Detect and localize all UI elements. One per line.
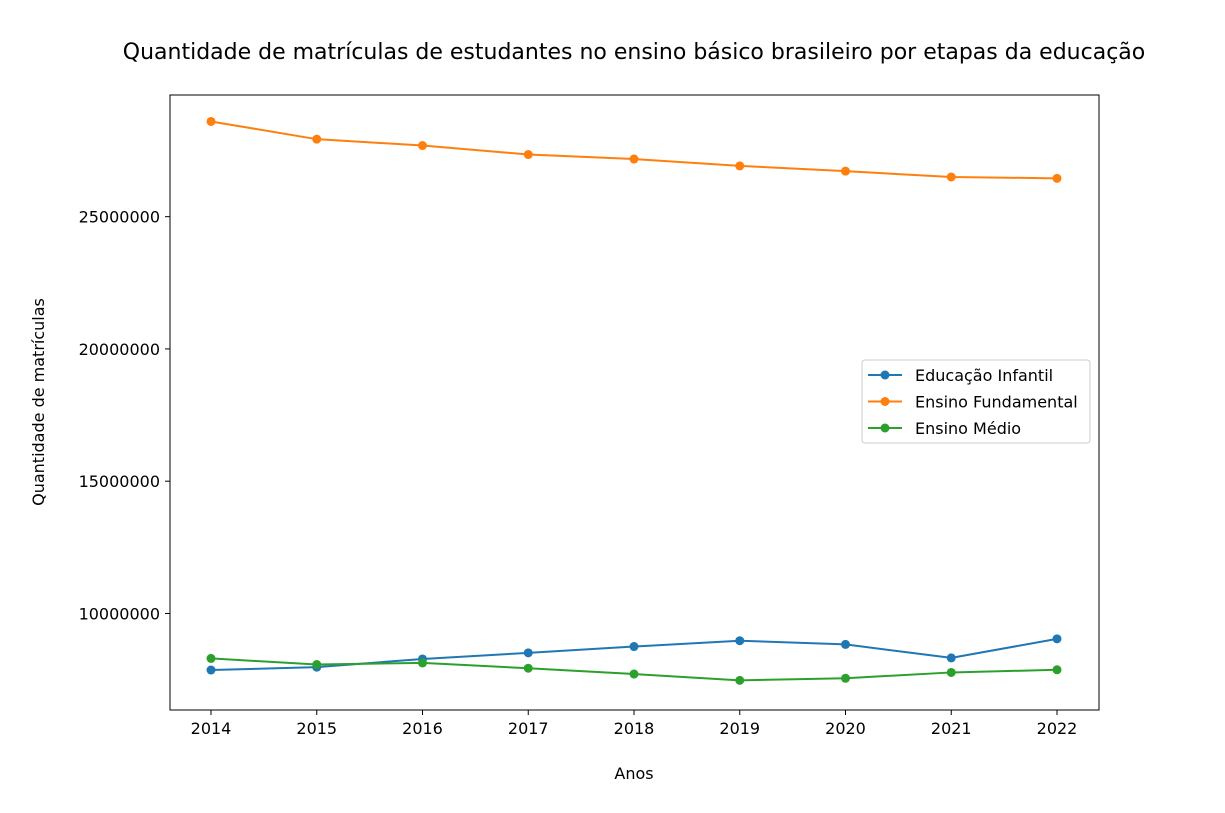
data-point [418, 141, 427, 151]
data-point [1052, 634, 1062, 644]
data-point [946, 653, 956, 663]
data-point [841, 639, 850, 649]
data-point [1052, 173, 1062, 183]
x-tick-label: 2014 [191, 719, 232, 738]
x-axis-label: Anos [614, 764, 653, 783]
legend-entry: Ensino Médio [868, 419, 1021, 438]
series-layer [206, 116, 1062, 685]
data-point [206, 116, 216, 126]
y-axis-ticks: 10000000 15000000 20000000 25000000 [79, 208, 170, 623]
data-point [841, 673, 850, 683]
data-point [946, 667, 956, 677]
y-tick-label: 25000000 [79, 208, 160, 227]
data-point [735, 161, 745, 171]
series-1 [206, 116, 1062, 183]
legend: Educação Infantil Ensino Fundamental Ensin… [861, 359, 1091, 444]
data-point [418, 658, 427, 668]
data-point [946, 172, 956, 182]
x-tick-label: 2017 [508, 719, 549, 738]
data-point [523, 648, 533, 658]
data-point [735, 675, 745, 685]
data-point [523, 150, 533, 160]
x-tick-label: 2016 [402, 719, 443, 738]
series-line [210, 120, 1058, 180]
series-0 [206, 634, 1062, 675]
legend-entry: Educação Infantil [868, 366, 1053, 385]
y-tick-label: 20000000 [79, 340, 160, 359]
legend-entry: Ensino Fundamental [868, 393, 1078, 412]
data-point [735, 636, 745, 646]
legend-box [861, 359, 1091, 444]
y-tick-label: 15000000 [79, 472, 160, 491]
data-point [629, 669, 639, 679]
legend-label: Ensino Médio [915, 419, 1021, 438]
x-tick-label: 2021 [931, 719, 972, 738]
legend-label: Educação Infantil [915, 366, 1053, 385]
data-point [206, 653, 216, 663]
data-point [629, 154, 639, 164]
x-tick-label: 2022 [1037, 719, 1078, 738]
data-point [206, 665, 216, 675]
series-2 [206, 653, 1062, 685]
x-axis-ticks: 2014 2015 2016 2017 2018 2019 2020 2021 2022 [191, 710, 1078, 738]
legend-label: Ensino Fundamental [915, 393, 1078, 412]
x-tick-label: 2015 [296, 719, 337, 738]
data-point [312, 134, 322, 144]
x-tick-label: 2020 [825, 719, 866, 738]
data-point [629, 642, 639, 652]
x-tick-label: 2019 [719, 719, 760, 738]
y-tick-label: 10000000 [79, 604, 160, 623]
legend-marker [880, 397, 890, 406]
x-tick-label: 2018 [614, 719, 655, 738]
data-point [312, 660, 322, 670]
y-axis-label: Quantidade de matrículas [29, 298, 48, 506]
data-point [523, 663, 533, 673]
data-point [1052, 665, 1062, 675]
chart-title: Quantidade de matrículas de estudantes n… [123, 40, 1145, 65]
legend-marker [880, 370, 890, 380]
legend-marker [880, 423, 890, 433]
data-point [841, 166, 850, 176]
